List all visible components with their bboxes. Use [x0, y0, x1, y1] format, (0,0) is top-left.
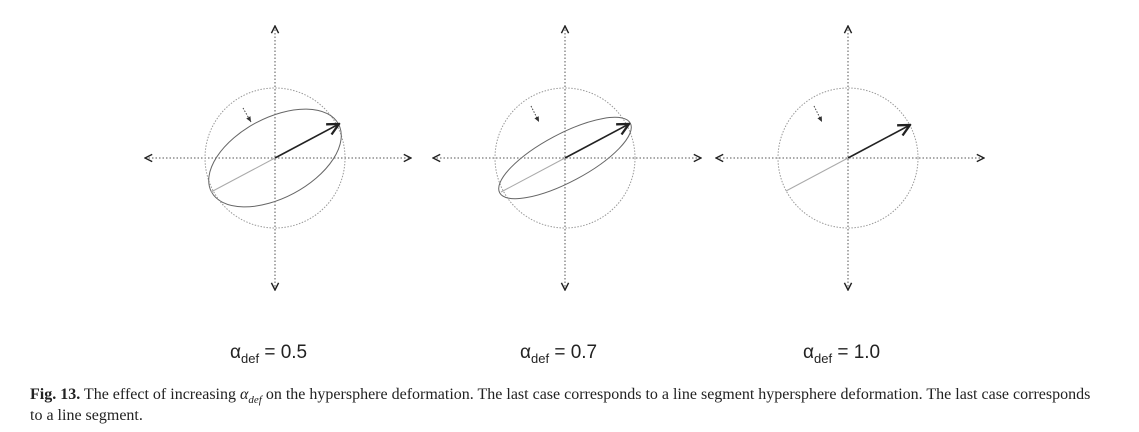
opposite-direction-line: [785, 157, 849, 192]
panel-alpha-0-7: [433, 26, 701, 290]
alpha-subscript: def: [813, 351, 833, 366]
hypersphere-circle: [204, 87, 346, 229]
deformation-arrow: [813, 105, 823, 123]
panel-label-1: αdef = 0.5: [230, 342, 308, 366]
alpha-symbol: α: [230, 342, 241, 363]
alpha-subscript: def: [240, 351, 260, 366]
panel-label-2: αdef = 0.7: [520, 342, 598, 366]
figure-caption: Fig. 13. The effect of increasing αdef o…: [30, 385, 1105, 425]
hypersphere-circle: [494, 87, 636, 229]
opposite-direction-line: [500, 157, 566, 193]
alpha-symbol: α: [803, 342, 814, 363]
deformation-figure: [0, 0, 1139, 340]
caption-alpha: α: [240, 386, 249, 403]
alpha-value: = 0.7: [549, 342, 598, 363]
deformation-arrow: [242, 107, 252, 123]
panel-label-3: αdef = 1.0: [803, 342, 881, 366]
alpha-value: = 0.5: [259, 342, 308, 363]
main-direction-arrow: [564, 124, 629, 159]
hypersphere-circle: [777, 87, 919, 229]
alpha-subscript: def: [530, 351, 550, 366]
figure-number: Fig. 13.: [30, 386, 81, 403]
deformation-arrow: [530, 105, 540, 123]
alpha-value: = 1.0: [832, 342, 881, 363]
caption-alpha-subscript: def: [248, 394, 262, 406]
main-direction-arrow: [847, 125, 910, 159]
panel-alpha-0-5: [145, 26, 411, 290]
caption-text-before: The effect of increasing: [80, 386, 240, 403]
alpha-symbol: α: [520, 342, 531, 363]
main-direction-arrow: [274, 124, 339, 159]
caption-text-after: on the hypersphere deformation. The last…: [30, 386, 1091, 424]
opposite-direction-line: [210, 157, 276, 193]
panel-alpha-1-0: [716, 26, 984, 290]
